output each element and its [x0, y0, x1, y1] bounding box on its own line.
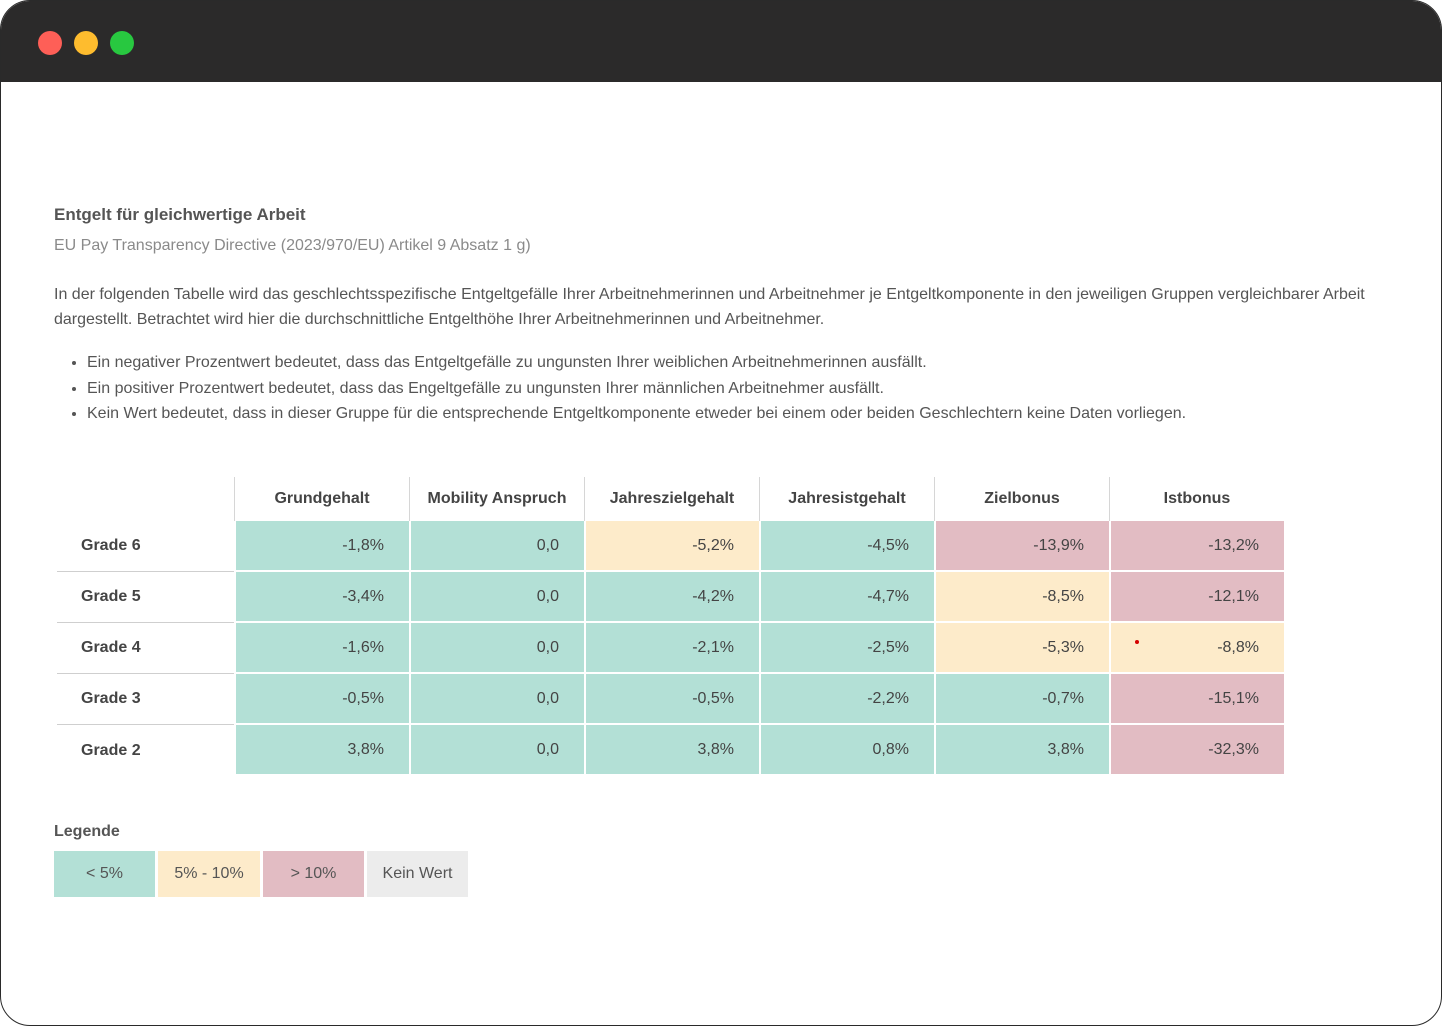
- section-title: Entgelt für gleichwertige Arbeit: [54, 205, 306, 224]
- table-row: Grade 3 -0,5% 0,0 -0,5% -2,2% -0,7% -15,…: [57, 674, 1284, 725]
- table-corner-cell: [57, 477, 234, 521]
- table-cell: -12,1%: [1109, 572, 1284, 623]
- column-header: Istbonus: [1109, 477, 1284, 521]
- table-cell: 0,0: [409, 623, 584, 674]
- table-cell-value: -8,8%: [1217, 638, 1259, 656]
- table-cell: 0,0: [409, 572, 584, 623]
- table-cell: 3,8%: [234, 725, 409, 776]
- explanation-list: Ein negativer Prozentwert bedeutet, dass…: [71, 350, 1186, 427]
- table-cell: 0,0: [409, 725, 584, 776]
- table-cell: 3,8%: [934, 725, 1109, 776]
- row-label: Grade 4: [57, 623, 234, 674]
- legend-item-5-to-10: 5% - 10%: [158, 851, 260, 897]
- column-header: Mobility Anspruch: [409, 477, 584, 521]
- table-cell: -0,5%: [234, 674, 409, 725]
- table-cell-with-marker: -8,8%: [1109, 623, 1284, 674]
- table-row: Grade 2 3,8% 0,0 3,8% 0,8% 3,8% -32,3%: [57, 725, 1284, 776]
- legend-item-under-5: < 5%: [54, 851, 155, 897]
- column-header: Jahreszielgehalt: [584, 477, 759, 521]
- table-cell: -2,1%: [584, 623, 759, 674]
- column-header: Grundgehalt: [234, 477, 409, 521]
- legend-item-no-value: Kein Wert: [367, 851, 468, 897]
- column-header: Zielbonus: [934, 477, 1109, 521]
- table-cell: -5,2%: [584, 521, 759, 572]
- pay-gap-table: Grundgehalt Mobility Anspruch Jahresziel…: [57, 477, 1284, 776]
- row-label: Grade 2: [57, 725, 234, 776]
- close-window-button[interactable]: [38, 31, 62, 55]
- column-header: Jahresistgehalt: [759, 477, 934, 521]
- row-label: Grade 6: [57, 521, 234, 572]
- cursor-dot-icon: [1135, 639, 1140, 644]
- table-cell: 0,8%: [759, 725, 934, 776]
- row-label: Grade 5: [57, 572, 234, 623]
- table-cell: -13,9%: [934, 521, 1109, 572]
- list-item: Kein Wert bedeutet, dass in dieser Grupp…: [71, 401, 1186, 427]
- section-intro: In der folgenden Tabelle wird das geschl…: [54, 286, 1365, 328]
- title-bar: [1, 1, 1441, 82]
- table-cell: -4,7%: [759, 572, 934, 623]
- table-cell: -1,6%: [234, 623, 409, 674]
- legend-title: Legende: [54, 823, 120, 840]
- table-row: Grade 4 -1,6% 0,0 -2,1% -2,5% -5,3% -8,8…: [57, 623, 1284, 674]
- table-cell: -4,5%: [759, 521, 934, 572]
- row-label: Grade 3: [57, 674, 234, 725]
- section-subtitle: EU Pay Transparency Directive (2023/970/…: [54, 237, 531, 254]
- maximize-window-button[interactable]: [110, 31, 134, 55]
- table-cell: 0,0: [409, 674, 584, 725]
- table-cell: -2,2%: [759, 674, 934, 725]
- table-cell: -4,2%: [584, 572, 759, 623]
- table-cell: -5,3%: [934, 623, 1109, 674]
- table-cell: -32,3%: [1109, 725, 1284, 776]
- table-cell: 0,0: [409, 521, 584, 572]
- table-header-row: Grundgehalt Mobility Anspruch Jahresziel…: [57, 477, 1284, 521]
- minimize-window-button[interactable]: [74, 31, 98, 55]
- table-cell: -2,5%: [759, 623, 934, 674]
- list-item: Ein negativer Prozentwert bedeutet, dass…: [71, 350, 1186, 376]
- legend-item-over-10: > 10%: [263, 851, 364, 897]
- table-row: Grade 6 -1,8% 0,0 -5,2% -4,5% -13,9% -13…: [57, 521, 1284, 572]
- table-row: Grade 5 -3,4% 0,0 -4,2% -4,7% -8,5% -12,…: [57, 572, 1284, 623]
- table-cell: -8,5%: [934, 572, 1109, 623]
- table-cell: -0,7%: [934, 674, 1109, 725]
- table-cell: -3,4%: [234, 572, 409, 623]
- table-cell: -15,1%: [1109, 674, 1284, 725]
- table-cell: 3,8%: [584, 725, 759, 776]
- table-cell: -1,8%: [234, 521, 409, 572]
- list-item: Ein positiver Prozentwert bedeutet, dass…: [71, 376, 1186, 402]
- table-cell: -13,2%: [1109, 521, 1284, 572]
- table-cell: -0,5%: [584, 674, 759, 725]
- legend: < 5% 5% - 10% > 10% Kein Wert: [54, 851, 468, 897]
